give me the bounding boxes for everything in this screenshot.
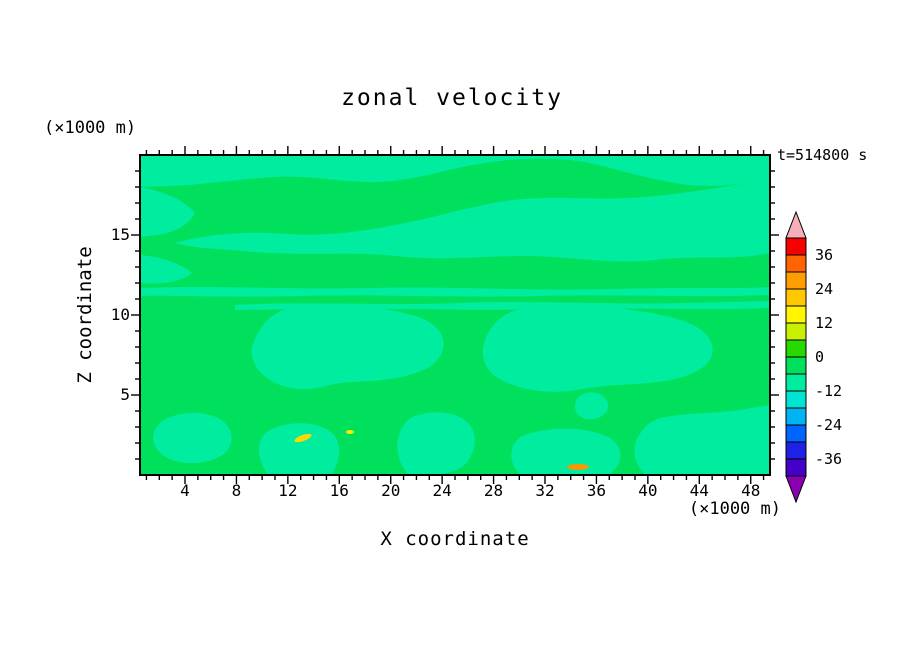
colorbar-segment [785, 373, 807, 392]
x-axis-unit-label: (×1000 m) [688, 499, 781, 519]
colorbar-tick-label: 0 [815, 348, 825, 366]
x-tick-label: 4 [180, 481, 190, 500]
time-annotation: t=514800 s [777, 146, 868, 164]
contour-region [258, 423, 340, 475]
colorbar-tick-label: 24 [815, 280, 834, 298]
colorbar-arrow-bottom [785, 475, 807, 504]
axes-frame [131, 146, 779, 484]
contour-region [140, 255, 192, 284]
colorbar-segment [785, 407, 807, 426]
colorbar-segment [785, 390, 807, 409]
positive-anomaly-speck [346, 430, 354, 434]
colorbar-segment [785, 288, 807, 307]
contour-region [153, 412, 232, 464]
positive-anomaly-speck [294, 433, 312, 443]
colorbar-segment [785, 237, 807, 256]
colorbar [785, 210, 807, 504]
contour-region [251, 305, 444, 390]
x-tick-label: 16 [329, 481, 349, 500]
z-tick-label: 10 [110, 305, 130, 324]
x-tick-label: 36 [586, 481, 607, 500]
x-tick-label: 12 [278, 481, 298, 500]
contour-region [175, 179, 770, 262]
colorbar-segment [785, 441, 807, 460]
colorbar-segment [785, 356, 807, 375]
x-tick-label: 44 [689, 481, 709, 500]
z-tick-label: 15 [110, 225, 130, 244]
colorbar-segment [785, 271, 807, 290]
x-tick-label: 8 [231, 481, 242, 500]
contour-region [397, 412, 475, 475]
contour-region [140, 187, 195, 237]
contour-region [634, 405, 770, 475]
z-tick-label: 5 [120, 385, 130, 404]
x-tick-label: 40 [638, 481, 658, 500]
contour-region [575, 392, 609, 420]
x-tick-label: 48 [741, 481, 761, 500]
colorbar-segment [785, 305, 807, 324]
contour-field [140, 155, 770, 475]
x-tick-label: 32 [535, 481, 555, 500]
x-tick-label: 24 [432, 481, 452, 500]
colorbar-arrow-top [785, 210, 807, 239]
colorbar-segment [785, 458, 807, 477]
contour-region [140, 155, 770, 187]
plot-title: zonal velocity [341, 85, 563, 111]
plot-frame [139, 154, 771, 476]
colorbar-segment [785, 339, 807, 358]
x-tick-label: 28 [483, 481, 504, 500]
positive-anomaly-speck [567, 464, 589, 470]
contour-region [482, 305, 713, 392]
contour-region [511, 428, 621, 475]
x-tick-label: 20 [381, 481, 401, 500]
colorbar-tick-label: -24 [815, 416, 843, 434]
colorbar-tick-label: -12 [815, 382, 843, 400]
x-axis-title: X coordinate [380, 528, 530, 550]
contour-region [140, 287, 770, 297]
colorbar-segment [785, 322, 807, 341]
colorbar-tick-label: 12 [815, 314, 834, 332]
colorbar-segment [785, 424, 807, 443]
colorbar-tick-label: 36 [815, 246, 834, 264]
colorbar-tick-label: -36 [815, 450, 843, 468]
colorbar-segment [785, 254, 807, 273]
z-axis-unit-label: (×1000 m) [44, 118, 137, 138]
